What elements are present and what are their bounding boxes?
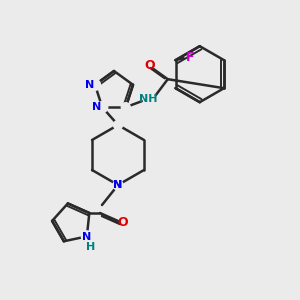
Circle shape bbox=[81, 231, 92, 242]
Text: H: H bbox=[86, 242, 95, 252]
Circle shape bbox=[113, 121, 122, 130]
Text: N: N bbox=[113, 180, 123, 190]
Circle shape bbox=[89, 79, 100, 90]
Circle shape bbox=[121, 103, 130, 112]
Circle shape bbox=[113, 180, 123, 190]
Text: N: N bbox=[92, 102, 101, 112]
Text: N: N bbox=[113, 180, 123, 190]
Text: N: N bbox=[82, 232, 92, 242]
Text: N: N bbox=[85, 80, 94, 90]
Text: O: O bbox=[118, 217, 128, 230]
Circle shape bbox=[97, 102, 108, 113]
Text: F: F bbox=[186, 51, 195, 64]
Text: NH: NH bbox=[139, 94, 157, 104]
Text: O: O bbox=[144, 59, 155, 72]
